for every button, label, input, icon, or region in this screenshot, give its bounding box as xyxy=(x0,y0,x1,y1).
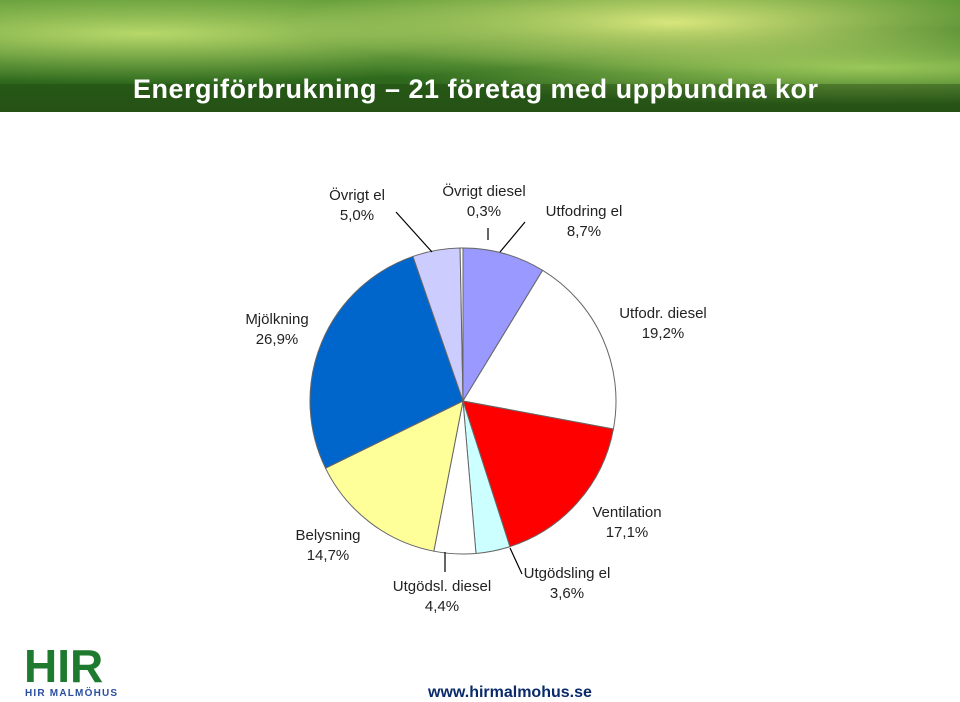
pie-slice-8 xyxy=(459,247,464,402)
slice-label-7: Övrigt el xyxy=(329,186,385,204)
slice-value-7: 5,0% xyxy=(340,207,374,224)
slice-label-3: Utgödsling el xyxy=(524,565,611,582)
slice-value-3: 3,6% xyxy=(550,585,584,602)
slice-label-6: Mjölkning xyxy=(245,311,308,328)
slice-label-2: Ventilation xyxy=(592,504,661,521)
slice-value-6: 26,9% xyxy=(256,331,299,348)
slice-value-2: 17,1% xyxy=(606,524,649,541)
logo-subtext: HIR MALMÖHUS xyxy=(25,686,118,699)
header-shade xyxy=(0,84,960,112)
leader-line-0 xyxy=(499,221,526,253)
pie-slice-2 xyxy=(462,400,615,548)
slice-label-4: Utgödsl. diesel xyxy=(393,578,491,595)
pie-slice-6 xyxy=(309,255,464,469)
slice-value-5: 14,7% xyxy=(307,547,350,564)
slice-value-1: 19,2% xyxy=(642,325,685,342)
pie-slice-1 xyxy=(462,269,617,430)
hir-logo: HIR HIR MALMÖHUS xyxy=(24,640,118,699)
page-title: Energiförbrukning – 21 företag med uppbu… xyxy=(133,74,819,104)
slice-label-8: Övrigt diesel xyxy=(442,182,525,200)
slice-label-5: Belysning xyxy=(295,527,360,544)
slice-value-8: 0,3% xyxy=(467,203,501,220)
slice-value-0: 8,7% xyxy=(567,223,601,240)
pie-slice-5 xyxy=(324,400,464,552)
website-link[interactable]: www.hirmalmohus.se xyxy=(428,684,592,701)
slice-label-1: Utfodr. diesel xyxy=(619,305,707,322)
slice-label-0: Utfodring el xyxy=(546,203,623,220)
leader-line-3 xyxy=(509,547,523,575)
logo-text: HIR xyxy=(24,640,103,692)
slice-value-4: 4,4% xyxy=(425,598,459,615)
pie-slice-0 xyxy=(462,247,544,403)
header-banner: Energiförbrukning – 21 företag med uppbu… xyxy=(0,0,960,112)
leader-line-7 xyxy=(395,211,433,253)
